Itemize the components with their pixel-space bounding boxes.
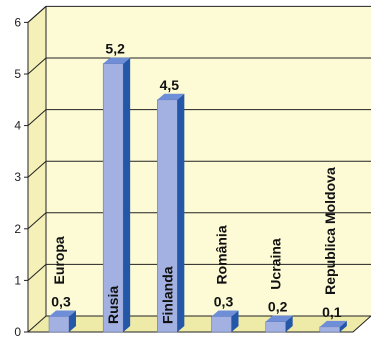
labels: 0,3 Europa 5,2 Rusia 4,5 Finlanda 0,3 România 0,…	[51, 41, 342, 324]
plot-background	[26, 6, 371, 333]
data-label: 0,1	[322, 304, 342, 320]
data-label: 5,2	[105, 41, 125, 57]
y-tick-label: 2	[14, 222, 21, 236]
y-tick-label: 4	[14, 119, 21, 133]
bar-top	[265, 315, 293, 322]
category-label: Rusia	[105, 286, 121, 324]
category-label: România	[214, 225, 230, 284]
bar-top	[103, 57, 131, 64]
category-label: Ucraina	[268, 238, 284, 290]
bar-side	[69, 310, 76, 332]
y-tick-label: 0	[14, 325, 21, 339]
bar	[211, 316, 232, 333]
data-label: 4,5	[160, 77, 180, 93]
bar-top	[319, 320, 347, 327]
data-label: 0,3	[214, 294, 234, 310]
bar-top	[211, 310, 239, 317]
bars	[48, 57, 347, 333]
bar-side	[177, 93, 185, 332]
bar	[48, 316, 70, 333]
y-tick-label: 5	[14, 67, 21, 81]
y-tick-label: 1	[14, 273, 21, 287]
category-label: Europa	[51, 236, 67, 284]
category-label: Finlanda	[159, 266, 175, 324]
bar-top	[157, 93, 185, 100]
bar	[319, 326, 341, 333]
bar-side	[285, 315, 293, 332]
category-label: Republica Moldova	[322, 167, 338, 295]
data-label: 0,2	[268, 299, 288, 315]
floor	[26, 315, 371, 333]
bar-side	[123, 57, 131, 333]
y-tick-label: 6	[14, 15, 21, 29]
top-edge	[27, 6, 47, 23]
bar	[265, 321, 286, 333]
bar-top	[49, 310, 76, 317]
y-tick-label: 3	[14, 170, 21, 184]
data-label: 0,3	[51, 294, 71, 310]
bar-side	[339, 320, 347, 332]
y-axis-ticks: 0 1 2 3 4 5 6	[14, 15, 28, 339]
bar-side	[231, 310, 239, 332]
